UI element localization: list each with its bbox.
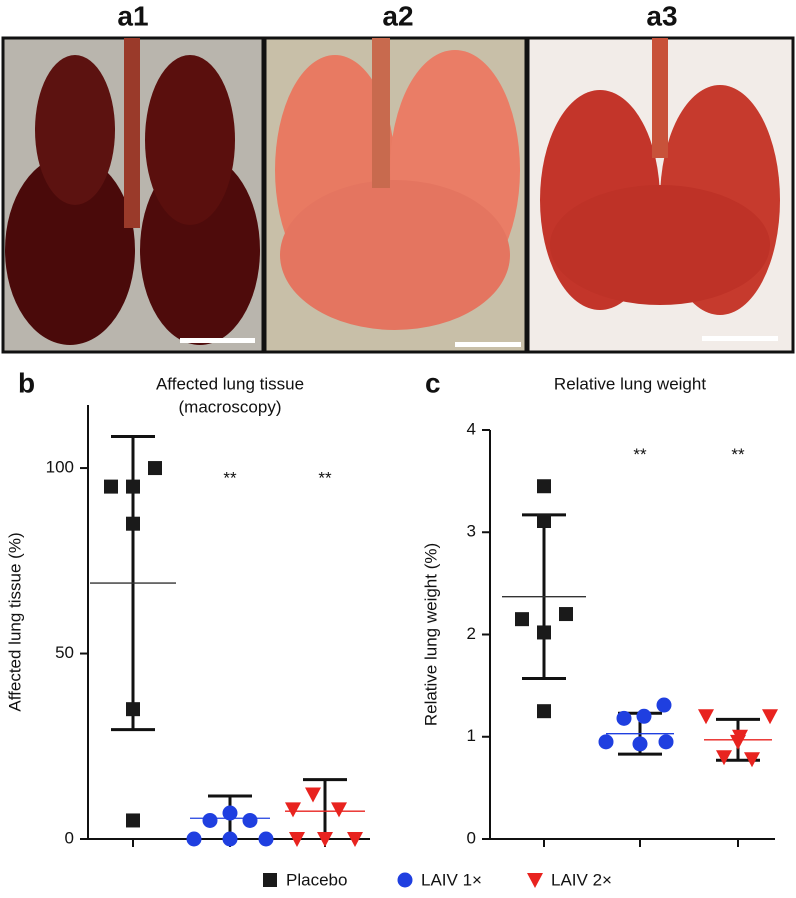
point — [730, 734, 746, 750]
point — [632, 736, 648, 752]
point — [222, 831, 238, 847]
point — [762, 709, 778, 725]
point — [242, 812, 258, 828]
chart-title: Affected lung tissue — [156, 374, 304, 393]
point — [126, 702, 140, 717]
point — [716, 750, 732, 766]
point — [636, 708, 652, 724]
point — [126, 516, 140, 531]
point — [222, 805, 238, 821]
point — [186, 831, 202, 847]
annotation: ** — [731, 445, 745, 464]
y-axis-label: Affected lung tissue (%) — [5, 532, 24, 711]
y-tick-label: 1 — [467, 726, 476, 745]
point — [317, 832, 333, 847]
y-tick-label: 2 — [467, 624, 476, 643]
y-tick-label: 4 — [467, 419, 476, 438]
point — [698, 709, 714, 725]
photo-label: a2 — [382, 0, 413, 31]
point — [537, 479, 551, 494]
y-tick-label: 0 — [65, 828, 74, 847]
panel-label: c — [425, 367, 441, 398]
point — [537, 514, 551, 529]
point — [258, 831, 274, 847]
photo-a3 — [526, 36, 795, 354]
point — [148, 461, 162, 476]
point — [263, 873, 277, 887]
legend-label: LAIV 2× — [551, 870, 612, 889]
point — [598, 734, 614, 750]
annotation: ** — [318, 469, 332, 488]
y-tick-label: 50 — [55, 643, 74, 662]
point — [285, 802, 301, 818]
photo-a1 — [1, 36, 265, 354]
point — [658, 734, 674, 750]
point — [397, 872, 413, 888]
annotation: ** — [633, 445, 647, 464]
legend-label: Placebo — [286, 870, 347, 889]
point — [515, 612, 529, 627]
point — [289, 832, 305, 847]
chart-title: (macroscopy) — [179, 397, 282, 416]
point — [104, 479, 118, 494]
point — [305, 787, 321, 803]
point — [202, 812, 218, 828]
point — [656, 697, 672, 713]
point — [126, 479, 140, 494]
y-axis-label: Relative lung weight (%) — [421, 543, 440, 726]
legend-label: LAIV 1× — [421, 870, 482, 889]
point — [527, 873, 543, 888]
point — [744, 752, 760, 768]
panel-label: b — [18, 367, 35, 398]
point — [537, 704, 551, 719]
point — [537, 625, 551, 640]
y-tick-label: 100 — [46, 458, 74, 477]
point — [347, 832, 363, 847]
point — [559, 607, 573, 622]
annotation: ** — [223, 469, 237, 488]
chart-title: Relative lung weight — [554, 374, 706, 393]
point — [331, 802, 347, 818]
point — [616, 710, 632, 726]
y-tick-label: 3 — [467, 522, 476, 541]
photo-a2 — [263, 36, 528, 354]
photo-label: a1 — [117, 0, 148, 31]
y-tick-label: 0 — [467, 828, 476, 847]
photo-label: a3 — [646, 0, 677, 31]
point — [126, 813, 140, 828]
